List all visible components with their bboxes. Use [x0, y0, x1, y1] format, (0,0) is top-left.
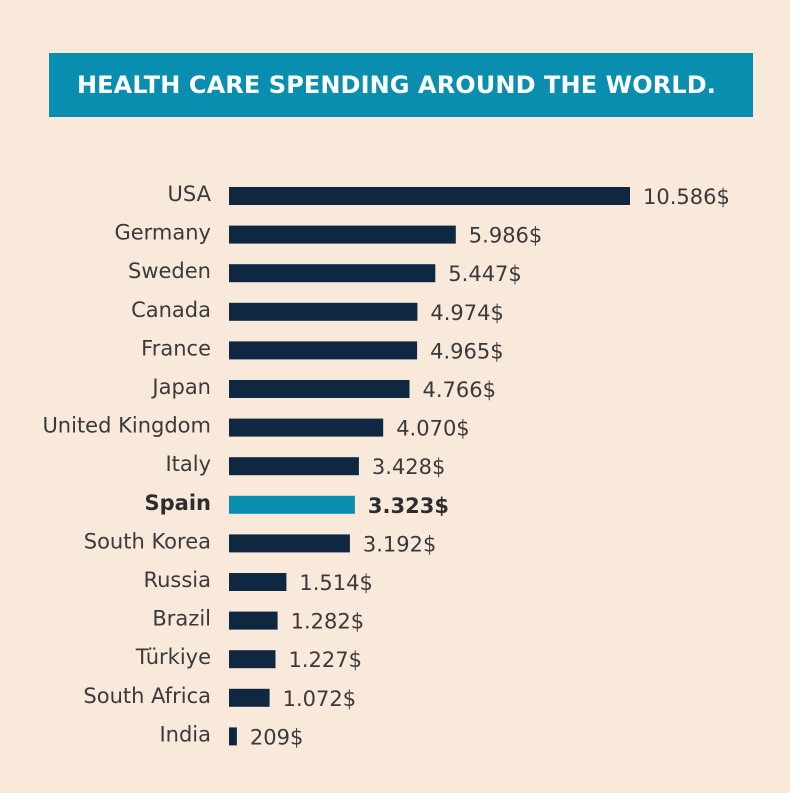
value-label-france: 4.965$ — [430, 339, 503, 363]
value-label-united-kingdom: 4.070$ — [396, 417, 469, 441]
category-label-italy: Italy — [165, 452, 211, 476]
value-label-canada: 4.974$ — [430, 301, 503, 325]
bar-france — [229, 341, 418, 360]
bar-canada — [229, 302, 418, 321]
bar-south-korea — [229, 534, 350, 553]
category-label-spain: Spain — [145, 491, 211, 515]
value-label-sweden: 5.447$ — [448, 262, 521, 286]
category-label-brazil: Brazil — [152, 607, 211, 631]
category-label-france: France — [141, 336, 211, 360]
category-label-united-kingdom: United Kingdom — [42, 414, 211, 438]
bar-germany — [229, 225, 456, 244]
bar-brazil — [229, 611, 278, 630]
category-label-usa: USA — [168, 182, 212, 206]
value-label-spain: 3.323$ — [368, 494, 449, 518]
category-label-india: India — [159, 722, 211, 746]
category-label-russia: Russia — [143, 568, 211, 592]
value-label-germany: 5.986$ — [469, 224, 542, 248]
bar-india — [229, 727, 237, 746]
value-label-south-korea: 3.192$ — [363, 532, 436, 556]
value-label-turkiye: 1.227$ — [289, 648, 362, 672]
bar-russia — [229, 573, 287, 591]
category-label-south-korea: South Korea — [84, 529, 211, 553]
bar-united-kingdom — [229, 418, 384, 437]
category-label-germany: Germany — [114, 221, 211, 245]
category-label-canada: Canada — [131, 298, 211, 322]
category-label-south-africa: South Africa — [83, 684, 211, 708]
bar-south-africa — [229, 688, 270, 707]
value-label-south-africa: 1.072$ — [283, 687, 356, 711]
bar-sweden — [229, 264, 436, 283]
bar-italy — [229, 457, 359, 476]
value-label-india: 209$ — [250, 725, 303, 749]
bar-usa — [229, 187, 630, 205]
value-label-italy: 3.428$ — [372, 455, 445, 479]
category-label-turkiye: Türkiye — [135, 645, 211, 669]
bar-japan — [229, 380, 410, 398]
title-banner: HEALTH CARE SPENDING AROUND THE WORLD. — [49, 53, 753, 117]
value-label-japan: 4.766$ — [423, 378, 496, 402]
value-label-usa: 10.586$ — [643, 185, 730, 209]
category-label-japan: Japan — [150, 375, 211, 399]
bar-spain — [229, 495, 355, 514]
value-label-russia: 1.514$ — [299, 571, 372, 595]
value-label-brazil: 1.282$ — [291, 610, 364, 634]
bar-turkiye — [229, 650, 276, 669]
chart-title: HEALTH CARE SPENDING AROUND THE WORLD. — [77, 71, 716, 99]
category-label-sweden: Sweden — [128, 259, 211, 283]
